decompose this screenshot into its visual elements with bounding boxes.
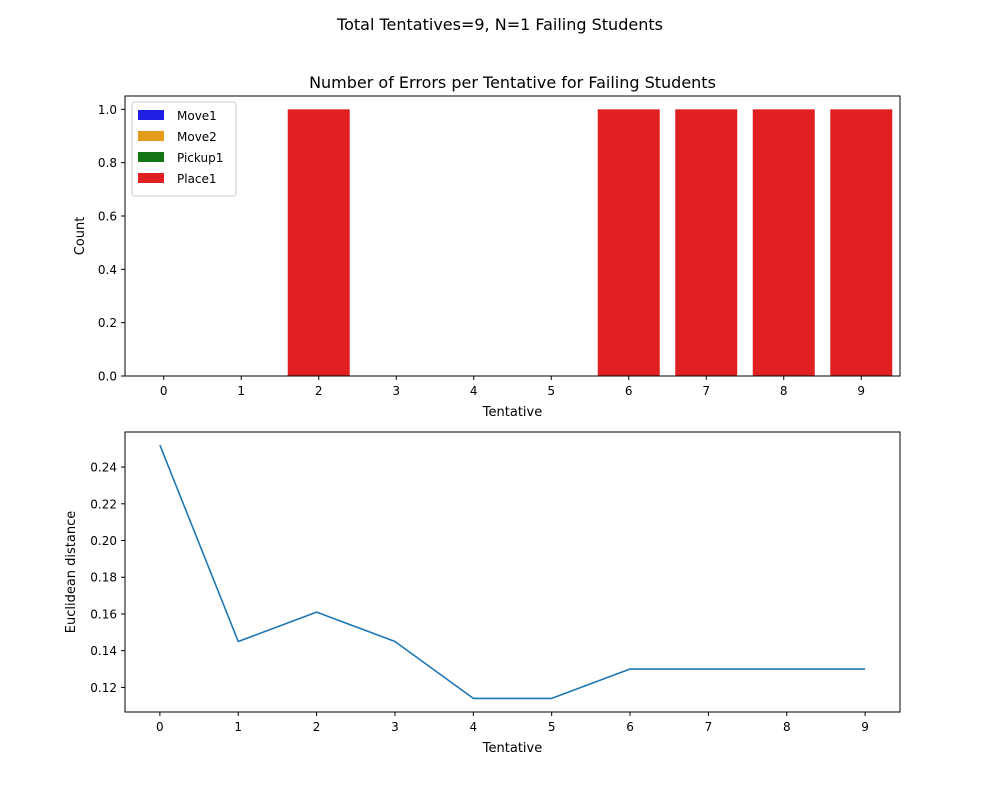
line-ytick-label: 0.16 [90,607,117,621]
figure-suptitle: Total Tentatives=9, N=1 Failing Students [336,15,663,34]
bar-ytick-label: 1.0 [98,103,117,117]
bar-axes-frame [124,95,901,377]
bar-chart-title: Number of Errors per Tentative for Faili… [309,73,716,92]
line-xtick-label: 5 [548,720,556,734]
line-axes-frame [124,431,901,713]
bar-xtick-label: 0 [160,384,168,398]
bar-chart: Number of Errors per Tentative for Faili… [73,73,901,420]
line-xtick-label: 1 [234,720,242,734]
legend-label-place1: Place1 [177,172,217,186]
line-plot-area: 0 1 2 3 4 5 6 7 8 9 0.12 0.14 0.16 0.18 0.20 0.22 0.24 [90,431,901,734]
bar-xtick-label: 5 [547,384,555,398]
bar-ytick-label: 0.0 [98,370,117,384]
bar-xtick-label: 7 [702,384,710,398]
bar-ytick-label: 0.8 [98,156,117,170]
line-ytick-label: 0.24 [90,461,117,475]
line-xtick-label: 7 [705,720,713,734]
line-ytick-label: 0.22 [90,497,117,511]
legend-label-move2: Move2 [177,130,217,144]
bar-xtick-label: 8 [780,384,788,398]
bar-xtick-label: 4 [470,384,478,398]
bar-place1-2 [287,109,350,376]
bar-xtick-label: 3 [392,384,400,398]
line-series-0 [159,444,866,700]
bar-xtick-label: 9 [857,384,865,398]
legend-swatch-move2 [138,131,164,141]
line-chart-xlabel: Tentative [482,741,542,756]
line-xtick-label: 9 [861,720,869,734]
bar-place1-6 [597,109,660,376]
line-xtick-label: 2 [313,720,321,734]
line-ytick-label: 0.14 [90,644,117,658]
bar-xtick-label: 6 [625,384,633,398]
line-ytick-label: 0.20 [90,534,117,548]
line-xtick-label: 6 [626,720,634,734]
bar-place1-9 [830,109,893,376]
bar-place1-7 [675,109,738,376]
line-chart: 0 1 2 3 4 5 6 7 8 9 0.12 0.14 0.16 0.18 0.20 0.22 0.24 T… [64,431,901,756]
line-chart-ylabel: Euclidean distance [64,511,79,634]
bar-xtick-label: 1 [237,384,245,398]
line-xtick-label: 8 [783,720,791,734]
bar-place1-8 [752,109,815,376]
bar-ytick-label: 0.4 [98,263,117,277]
bar-chart-ylabel: Count [73,217,88,256]
bar-ytick-label: 0.2 [98,316,117,330]
bar-xtick-label: 2 [315,384,323,398]
line-xtick-label: 3 [391,720,399,734]
legend-label-pickup1: Pickup1 [177,151,223,165]
line-ytick-label: 0.18 [90,571,117,585]
line-xtick-label: 0 [156,720,164,734]
bar-legend-box [131,101,237,197]
bar-legend: Move1 Move2 Pickup1 Place1 [131,101,237,197]
line-xtick-label: 4 [469,720,477,734]
legend-swatch-pickup1 [138,152,164,162]
line-ytick-label: 0.12 [90,681,117,695]
legend-label-move1: Move1 [177,109,217,123]
legend-swatch-move1 [138,110,164,120]
bar-plot-area: 0 1 2 3 4 5 6 7 8 9 0.0 0.2 0.4 0.6 0.8 1.0 Move1 Move2 Pi… [98,95,901,398]
bar-chart-xlabel: Tentative [482,405,542,420]
bar-ytick-label: 0.6 [98,210,117,224]
legend-swatch-place1 [138,173,164,183]
